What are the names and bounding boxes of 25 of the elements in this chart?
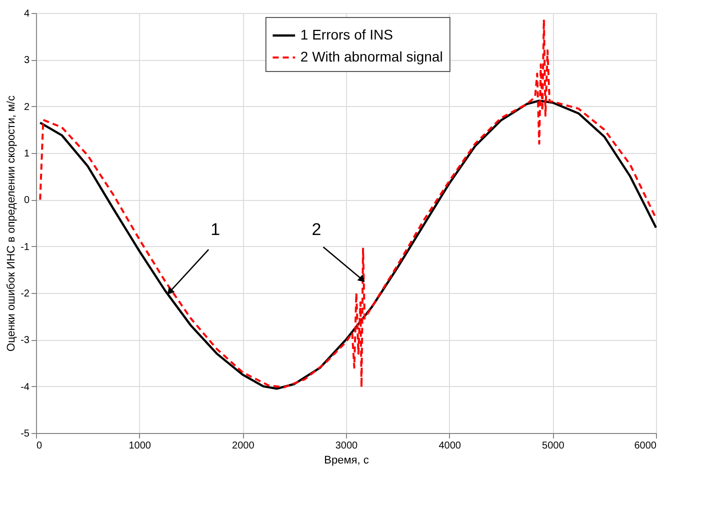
x-axis-title: Время, с <box>324 454 370 466</box>
x-tick-label: 5000 <box>542 440 565 452</box>
y-tick-label: -5 <box>20 428 30 440</box>
line-series <box>39 18 657 388</box>
y-tick-label: -3 <box>20 335 30 346</box>
y-tick-label: 4 <box>24 8 30 20</box>
x-tick-label: 2000 <box>232 440 255 452</box>
y-tick-label: -2 <box>20 288 30 300</box>
x-tick-label: 3000 <box>335 440 358 452</box>
y-axis-title: Оценки ошибок ИНС в определении скорости, м/с <box>6 95 18 352</box>
y-tick-label: -4 <box>20 382 30 393</box>
line-series <box>39 100 658 390</box>
y-tick-label: 3 <box>24 55 30 66</box>
x-tick-label: 4000 <box>438 440 462 452</box>
x-tick-label: 6000 <box>634 440 657 452</box>
y-tick-label: 2 <box>24 102 30 113</box>
y-tick-label: -1 <box>20 242 30 253</box>
legend-label: 2 With abnormal signal <box>300 48 443 64</box>
x-tick-label: 1000 <box>128 440 152 452</box>
annotation: 1 <box>210 220 220 240</box>
legend-label: 1 Errors of INS <box>300 26 393 42</box>
y-tick-label: 0 <box>24 195 30 206</box>
annotation: 2 <box>312 220 322 239</box>
y-tick-label: 1 <box>24 148 30 160</box>
x-tick-label: 0 <box>36 440 42 452</box>
